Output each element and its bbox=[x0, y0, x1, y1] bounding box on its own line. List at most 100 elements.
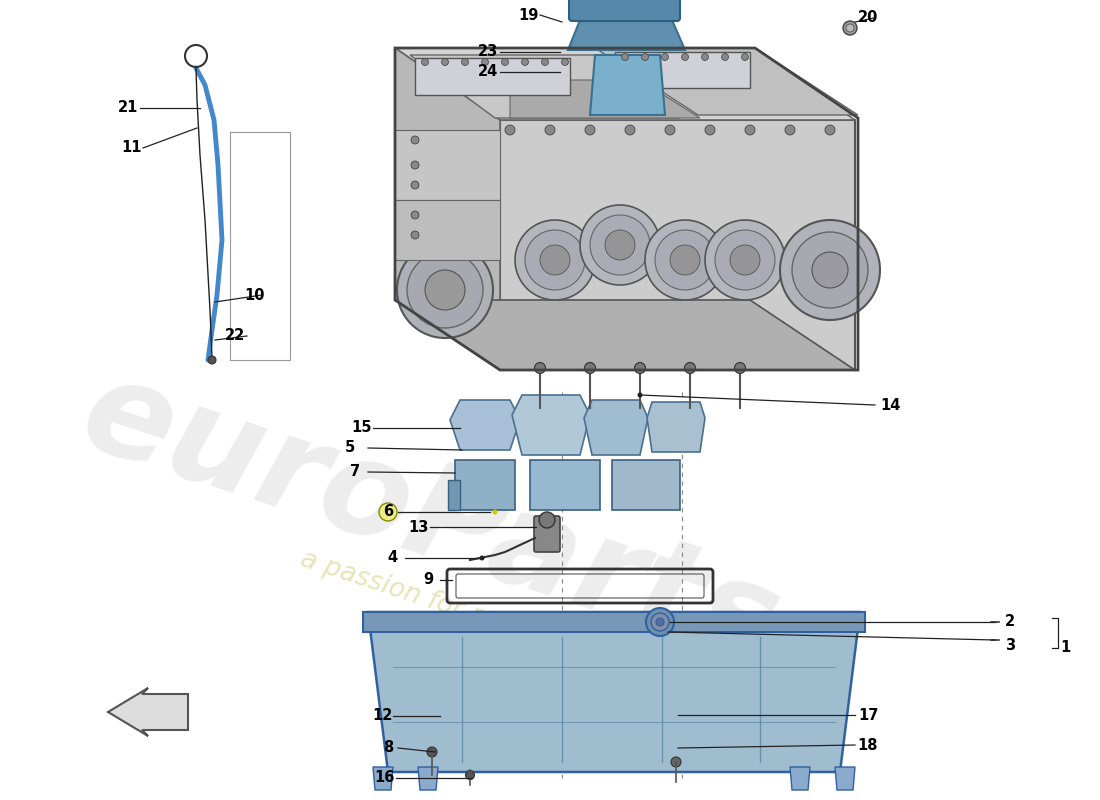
Circle shape bbox=[521, 58, 528, 66]
Circle shape bbox=[682, 54, 689, 61]
Polygon shape bbox=[512, 395, 590, 455]
Circle shape bbox=[411, 231, 419, 239]
Polygon shape bbox=[455, 460, 515, 510]
Circle shape bbox=[397, 242, 493, 338]
Circle shape bbox=[741, 54, 748, 61]
Circle shape bbox=[656, 618, 664, 626]
Circle shape bbox=[715, 230, 775, 290]
Circle shape bbox=[502, 58, 508, 66]
Circle shape bbox=[702, 54, 708, 61]
Circle shape bbox=[208, 356, 216, 364]
Circle shape bbox=[540, 245, 570, 275]
Circle shape bbox=[493, 510, 497, 514]
Circle shape bbox=[671, 757, 681, 767]
Circle shape bbox=[590, 215, 650, 275]
Circle shape bbox=[735, 362, 746, 374]
Circle shape bbox=[722, 54, 728, 61]
Text: 15: 15 bbox=[352, 421, 372, 435]
Circle shape bbox=[666, 125, 675, 135]
Text: 14: 14 bbox=[880, 398, 900, 413]
Text: 13: 13 bbox=[408, 519, 428, 534]
Circle shape bbox=[379, 503, 397, 521]
Circle shape bbox=[535, 362, 546, 374]
Text: 16: 16 bbox=[375, 770, 395, 786]
Circle shape bbox=[825, 125, 835, 135]
Circle shape bbox=[421, 58, 429, 66]
Circle shape bbox=[705, 220, 785, 300]
Circle shape bbox=[605, 230, 635, 260]
Polygon shape bbox=[108, 688, 188, 736]
Circle shape bbox=[621, 54, 628, 61]
Polygon shape bbox=[612, 460, 680, 510]
Circle shape bbox=[654, 230, 715, 290]
Circle shape bbox=[638, 393, 642, 398]
Polygon shape bbox=[395, 48, 500, 370]
Polygon shape bbox=[510, 80, 700, 118]
Circle shape bbox=[785, 125, 795, 135]
Polygon shape bbox=[595, 48, 858, 115]
Circle shape bbox=[430, 155, 470, 195]
Polygon shape bbox=[415, 58, 570, 95]
Text: 3: 3 bbox=[1005, 638, 1015, 653]
Polygon shape bbox=[450, 400, 520, 450]
Text: a passion for parts since 1985: a passion for parts since 1985 bbox=[297, 546, 683, 694]
Text: 9: 9 bbox=[422, 573, 433, 587]
Polygon shape bbox=[448, 480, 460, 510]
Circle shape bbox=[651, 613, 669, 631]
Polygon shape bbox=[584, 400, 648, 455]
Text: 2: 2 bbox=[1005, 614, 1015, 630]
Text: 19: 19 bbox=[518, 7, 538, 22]
Circle shape bbox=[541, 58, 549, 66]
Circle shape bbox=[646, 608, 674, 636]
Circle shape bbox=[482, 58, 488, 66]
Text: euroParts: euroParts bbox=[66, 348, 794, 692]
Circle shape bbox=[580, 205, 660, 285]
Circle shape bbox=[441, 58, 449, 66]
Circle shape bbox=[705, 125, 715, 135]
Text: 17: 17 bbox=[858, 707, 878, 722]
Polygon shape bbox=[568, 20, 685, 50]
Polygon shape bbox=[395, 300, 855, 370]
Text: 6: 6 bbox=[383, 505, 393, 519]
Text: 24: 24 bbox=[477, 65, 498, 79]
Circle shape bbox=[792, 232, 868, 308]
Polygon shape bbox=[373, 767, 393, 790]
Circle shape bbox=[411, 161, 419, 169]
Circle shape bbox=[846, 24, 854, 32]
Circle shape bbox=[411, 211, 419, 219]
Polygon shape bbox=[395, 48, 855, 120]
Circle shape bbox=[515, 220, 595, 300]
Circle shape bbox=[843, 21, 857, 35]
Text: 12: 12 bbox=[372, 709, 393, 723]
Circle shape bbox=[684, 362, 695, 374]
Circle shape bbox=[525, 230, 585, 290]
Polygon shape bbox=[615, 52, 750, 88]
Text: 18: 18 bbox=[858, 738, 878, 753]
Polygon shape bbox=[368, 612, 860, 772]
Circle shape bbox=[584, 362, 595, 374]
Circle shape bbox=[635, 362, 646, 374]
Text: 7: 7 bbox=[350, 465, 360, 479]
Polygon shape bbox=[790, 767, 810, 790]
Polygon shape bbox=[395, 130, 500, 200]
FancyBboxPatch shape bbox=[569, 0, 680, 21]
Circle shape bbox=[480, 555, 484, 561]
Circle shape bbox=[411, 181, 419, 189]
Polygon shape bbox=[530, 460, 600, 510]
Circle shape bbox=[645, 220, 725, 300]
Text: 11: 11 bbox=[122, 141, 142, 155]
Text: 22: 22 bbox=[224, 329, 245, 343]
Polygon shape bbox=[647, 402, 705, 452]
Circle shape bbox=[427, 747, 437, 757]
Circle shape bbox=[661, 54, 669, 61]
Circle shape bbox=[544, 125, 556, 135]
Circle shape bbox=[745, 125, 755, 135]
Circle shape bbox=[422, 147, 478, 203]
Circle shape bbox=[505, 125, 515, 135]
Text: 23: 23 bbox=[477, 45, 498, 59]
Polygon shape bbox=[395, 200, 500, 260]
Text: 21: 21 bbox=[118, 101, 139, 115]
Circle shape bbox=[462, 58, 469, 66]
Circle shape bbox=[561, 58, 569, 66]
Text: 20: 20 bbox=[858, 10, 878, 26]
